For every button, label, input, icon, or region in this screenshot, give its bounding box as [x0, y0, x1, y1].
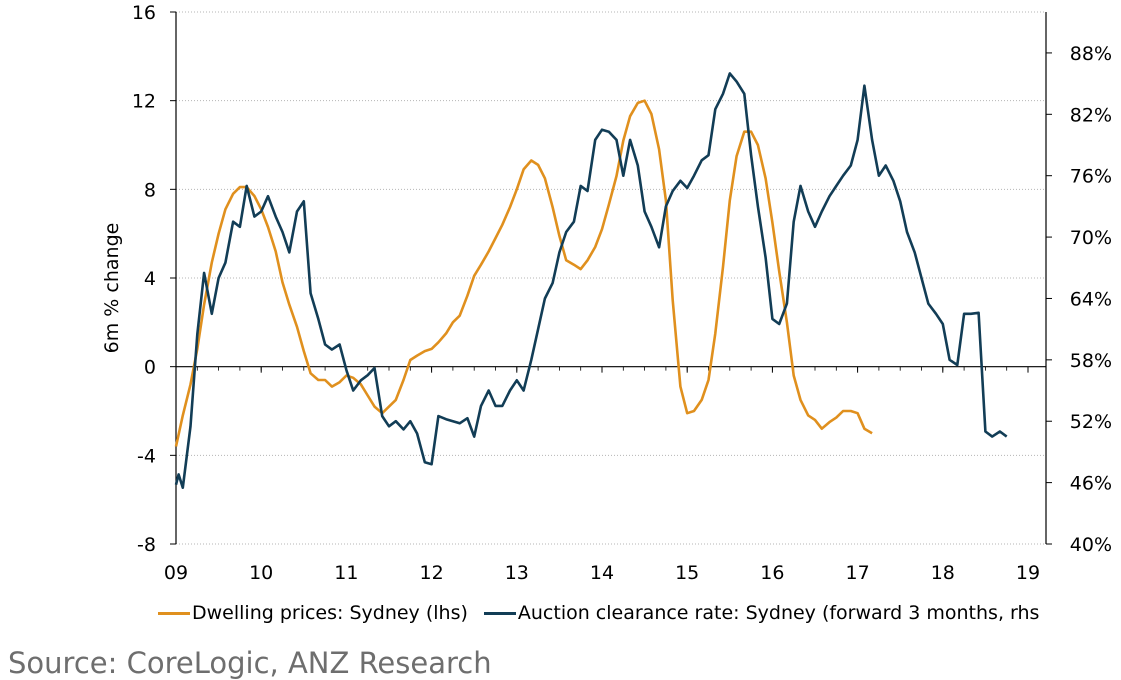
legend-label-clearance: Auction clearance rate: Sydney (forward … — [517, 602, 1040, 624]
y2-tick-label: 82% — [1070, 104, 1112, 126]
y-tick-label: 12 — [132, 91, 156, 113]
y-tick-label: -4 — [137, 445, 156, 467]
series-line-dwelling-prices — [174, 99, 873, 447]
source-note: Source: CoreLogic, ANZ Research — [8, 646, 492, 680]
x-tick-label: 14 — [590, 562, 614, 584]
x-tick-label: 11 — [334, 562, 358, 584]
x-tick-label: 13 — [505, 562, 529, 584]
legend-swatch-prices — [158, 611, 190, 615]
y-axis-label: 6m % change — [101, 223, 123, 354]
dual-axis-line-chart: 16 12 8 4 0 -4 -8 88% 82% 76% 70% 64% 58% 52% 46% 40% 09… — [101, 2, 1112, 584]
legend-label-prices: Dwelling prices: Sydney (lhs) — [192, 602, 468, 624]
y2-tick-label: 76% — [1070, 166, 1112, 188]
x-tick-label: 16 — [760, 562, 784, 584]
y-tick-label: 16 — [132, 2, 156, 24]
legend-item-clearance: Auction clearance rate: Sydney (forward … — [483, 602, 1040, 624]
y-tick-label: 0 — [144, 357, 156, 379]
x-tick-label: 18 — [931, 562, 955, 584]
y2-tick-label: 46% — [1070, 473, 1112, 495]
x-tick-label: 19 — [1016, 562, 1040, 584]
y-tick-label: -8 — [137, 534, 156, 556]
y2-tick-label: 40% — [1070, 534, 1112, 556]
y2-tick-label: 64% — [1070, 288, 1112, 310]
y2-tick-label: 52% — [1070, 411, 1112, 433]
x-tick-label: 15 — [675, 562, 699, 584]
series-line-clearance-rate — [174, 72, 1008, 489]
y-tick-label: 4 — [144, 268, 156, 290]
legend-item-prices: Dwelling prices: Sydney (lhs) — [158, 602, 468, 624]
y2-tick-label: 58% — [1070, 350, 1112, 372]
y-tick-label: 8 — [144, 179, 156, 201]
legend-swatch-clearance — [483, 611, 516, 615]
x-tick-label: 12 — [420, 562, 444, 584]
x-tick-label: 17 — [846, 562, 870, 584]
y2-tick-label: 88% — [1070, 43, 1112, 65]
x-tick-label: 09 — [164, 562, 188, 584]
x-tick-label: 10 — [249, 562, 273, 584]
y2-tick-label: 70% — [1070, 227, 1112, 249]
chart-legend: Dwelling prices: Sydney (lhs) Auction cl… — [158, 601, 1055, 625]
